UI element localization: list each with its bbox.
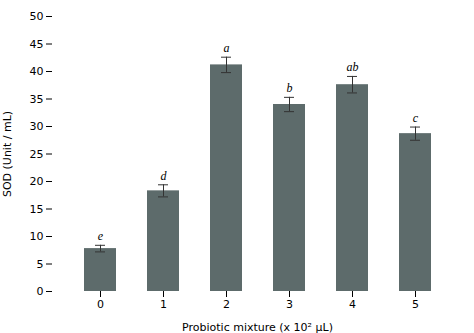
svg-text:5: 5 <box>37 258 44 271</box>
svg-text:2: 2 <box>223 298 230 311</box>
svg-text:45: 45 <box>30 38 44 51</box>
svg-text:0: 0 <box>97 298 104 311</box>
svg-text:e: e <box>98 229 104 243</box>
svg-text:30: 30 <box>30 120 44 133</box>
svg-text:3: 3 <box>286 298 293 311</box>
svg-text:Probiotic mixture (x 10² μL): Probiotic mixture (x 10² μL) <box>182 321 333 333</box>
svg-text:b: b <box>287 81 293 95</box>
svg-text:25: 25 <box>30 148 44 161</box>
svg-text:20: 20 <box>30 175 44 188</box>
svg-text:50: 50 <box>30 10 44 23</box>
svg-text:d: d <box>161 169 168 183</box>
svg-text:10: 10 <box>30 230 44 243</box>
svg-text:1: 1 <box>160 298 167 311</box>
svg-text:15: 15 <box>30 203 44 216</box>
svg-text:5: 5 <box>412 298 419 311</box>
svg-text:SOD (Unit / mL): SOD (Unit / mL) <box>1 111 14 197</box>
svg-text:c: c <box>413 111 419 125</box>
svg-text:4: 4 <box>349 298 356 311</box>
svg-text:a: a <box>224 41 230 55</box>
svg-text:ab: ab <box>347 60 359 74</box>
svg-text:0: 0 <box>37 285 44 298</box>
svg-text:35: 35 <box>30 93 44 106</box>
svg-text:40: 40 <box>30 65 44 78</box>
